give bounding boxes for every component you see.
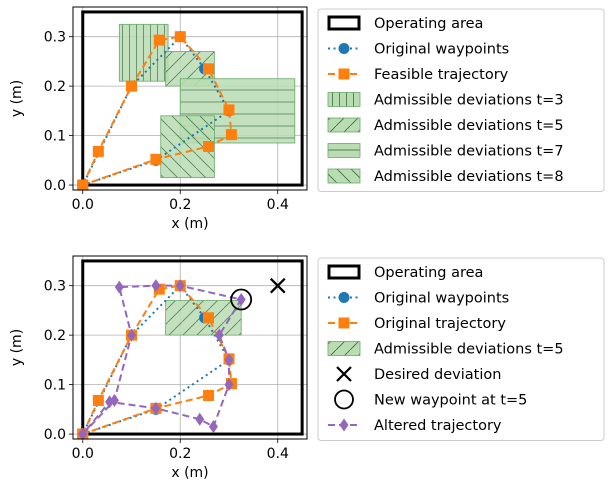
y-tick-label: 0.3 [44,279,66,295]
legend-frame [317,8,605,192]
series-point [203,63,215,75]
series-point [153,34,165,46]
legend-swatch-marker [338,68,350,80]
series-point [127,328,136,342]
series-point [105,395,115,409]
legend-label: Altered trajectory [374,418,502,434]
series-point [174,31,186,43]
legend-label: Admissible deviations t=8 [374,169,564,185]
legend-label: Feasible trajectory [374,67,509,83]
bottom-legend: Operating area Original waypoints Original… [317,257,605,441]
top-plot: 0.0 0.2 0.4 0.0 0.1 0.2 0.3 x (m) y (m) [9,6,308,232]
y-tick-label: 0.1 [44,378,66,394]
series-point [223,104,235,116]
legend-swatch-region [327,168,361,184]
legend-swatch-marker [339,418,349,432]
y-axis-label: y (m) [9,80,25,117]
y-tick-label: 0.2 [44,328,66,344]
series-point [224,378,234,392]
series-point [151,401,161,415]
series-point [92,394,104,406]
x-tick-label: 0.2 [169,446,191,462]
series-point [214,328,224,342]
legend-label: Admissible deviations t=5 [374,342,564,358]
axes-frame [72,6,308,191]
y-tick-label: 0.0 [44,178,66,194]
legend-swatch-region [327,117,361,133]
x-tick-label: 0.0 [72,197,94,213]
legend-label: Admissible deviations t=5 [374,118,564,134]
legend-label: New waypoint at t=5 [374,393,527,409]
x-axis-label: x (m) [171,216,208,232]
legend-label: Admissible deviations t=3 [374,93,564,109]
y-tick-label: 0.3 [44,30,66,46]
series-point [236,293,246,307]
y-tick-label: 0.1 [44,129,66,145]
legend-swatch-ring [334,389,354,410]
new-waypoint-circle [230,288,253,311]
series-point [203,140,215,152]
series-line [81,35,233,186]
series-point [195,412,205,426]
series-point [153,283,165,295]
legend-label: Admissible deviations t=7 [374,144,564,160]
legend-swatch-marker [338,292,350,303]
top-legend: Operating area Original waypoints Feasible… [317,8,605,192]
series-point [77,179,89,191]
legend-label: Desired deviation [374,367,501,383]
series-point [175,279,185,293]
series-point [224,353,234,367]
legend-swatch-region [327,341,361,356]
legend-swatch-region [327,92,361,107]
desired-deviation-cross [269,277,286,294]
operating-area-rect [81,259,304,436]
x-tick-label: 0.2 [169,197,191,213]
legend-swatch-region [327,143,361,158]
series-point [78,427,88,441]
y-tick-label: 0.2 [44,79,66,95]
series-point [151,279,161,293]
legend-label: Original waypoints [374,291,509,307]
series-point [203,389,215,401]
series-point [92,145,104,157]
legend-swatch-operating-area [327,15,361,31]
y-tick-label: 0.0 [44,427,66,443]
legend-label: Operating area [374,265,483,281]
operating-area-rect [81,10,304,187]
legend-swatch-marker [338,317,350,329]
legend-label: Original waypoints [374,42,509,58]
legend-swatch-marker [338,43,350,54]
x-axis-label: x (m) [171,465,208,481]
series-point [203,312,215,324]
legend-label: Original trajectory [374,316,506,332]
legend-label: Operating area [374,16,483,32]
bottom-plot: 0.0 0.2 0.4 0.0 0.1 0.2 0.3 x (m) y (m) [9,255,308,481]
series-point [225,129,237,141]
series-point [126,80,137,92]
axes-frame [72,255,308,440]
legend-frame [317,257,605,441]
x-tick-label: 0.4 [267,446,289,462]
legend-swatch-cross [336,366,352,382]
x-tick-label: 0.4 [267,197,289,213]
x-tick-label: 0.0 [72,446,94,462]
legend-swatch-operating-area [327,264,361,280]
y-axis-label: y (m) [9,329,25,366]
series-point [208,420,218,434]
admissible-region [118,23,169,82]
series-point [114,280,124,294]
series-line [81,284,233,435]
series-point [150,153,162,165]
